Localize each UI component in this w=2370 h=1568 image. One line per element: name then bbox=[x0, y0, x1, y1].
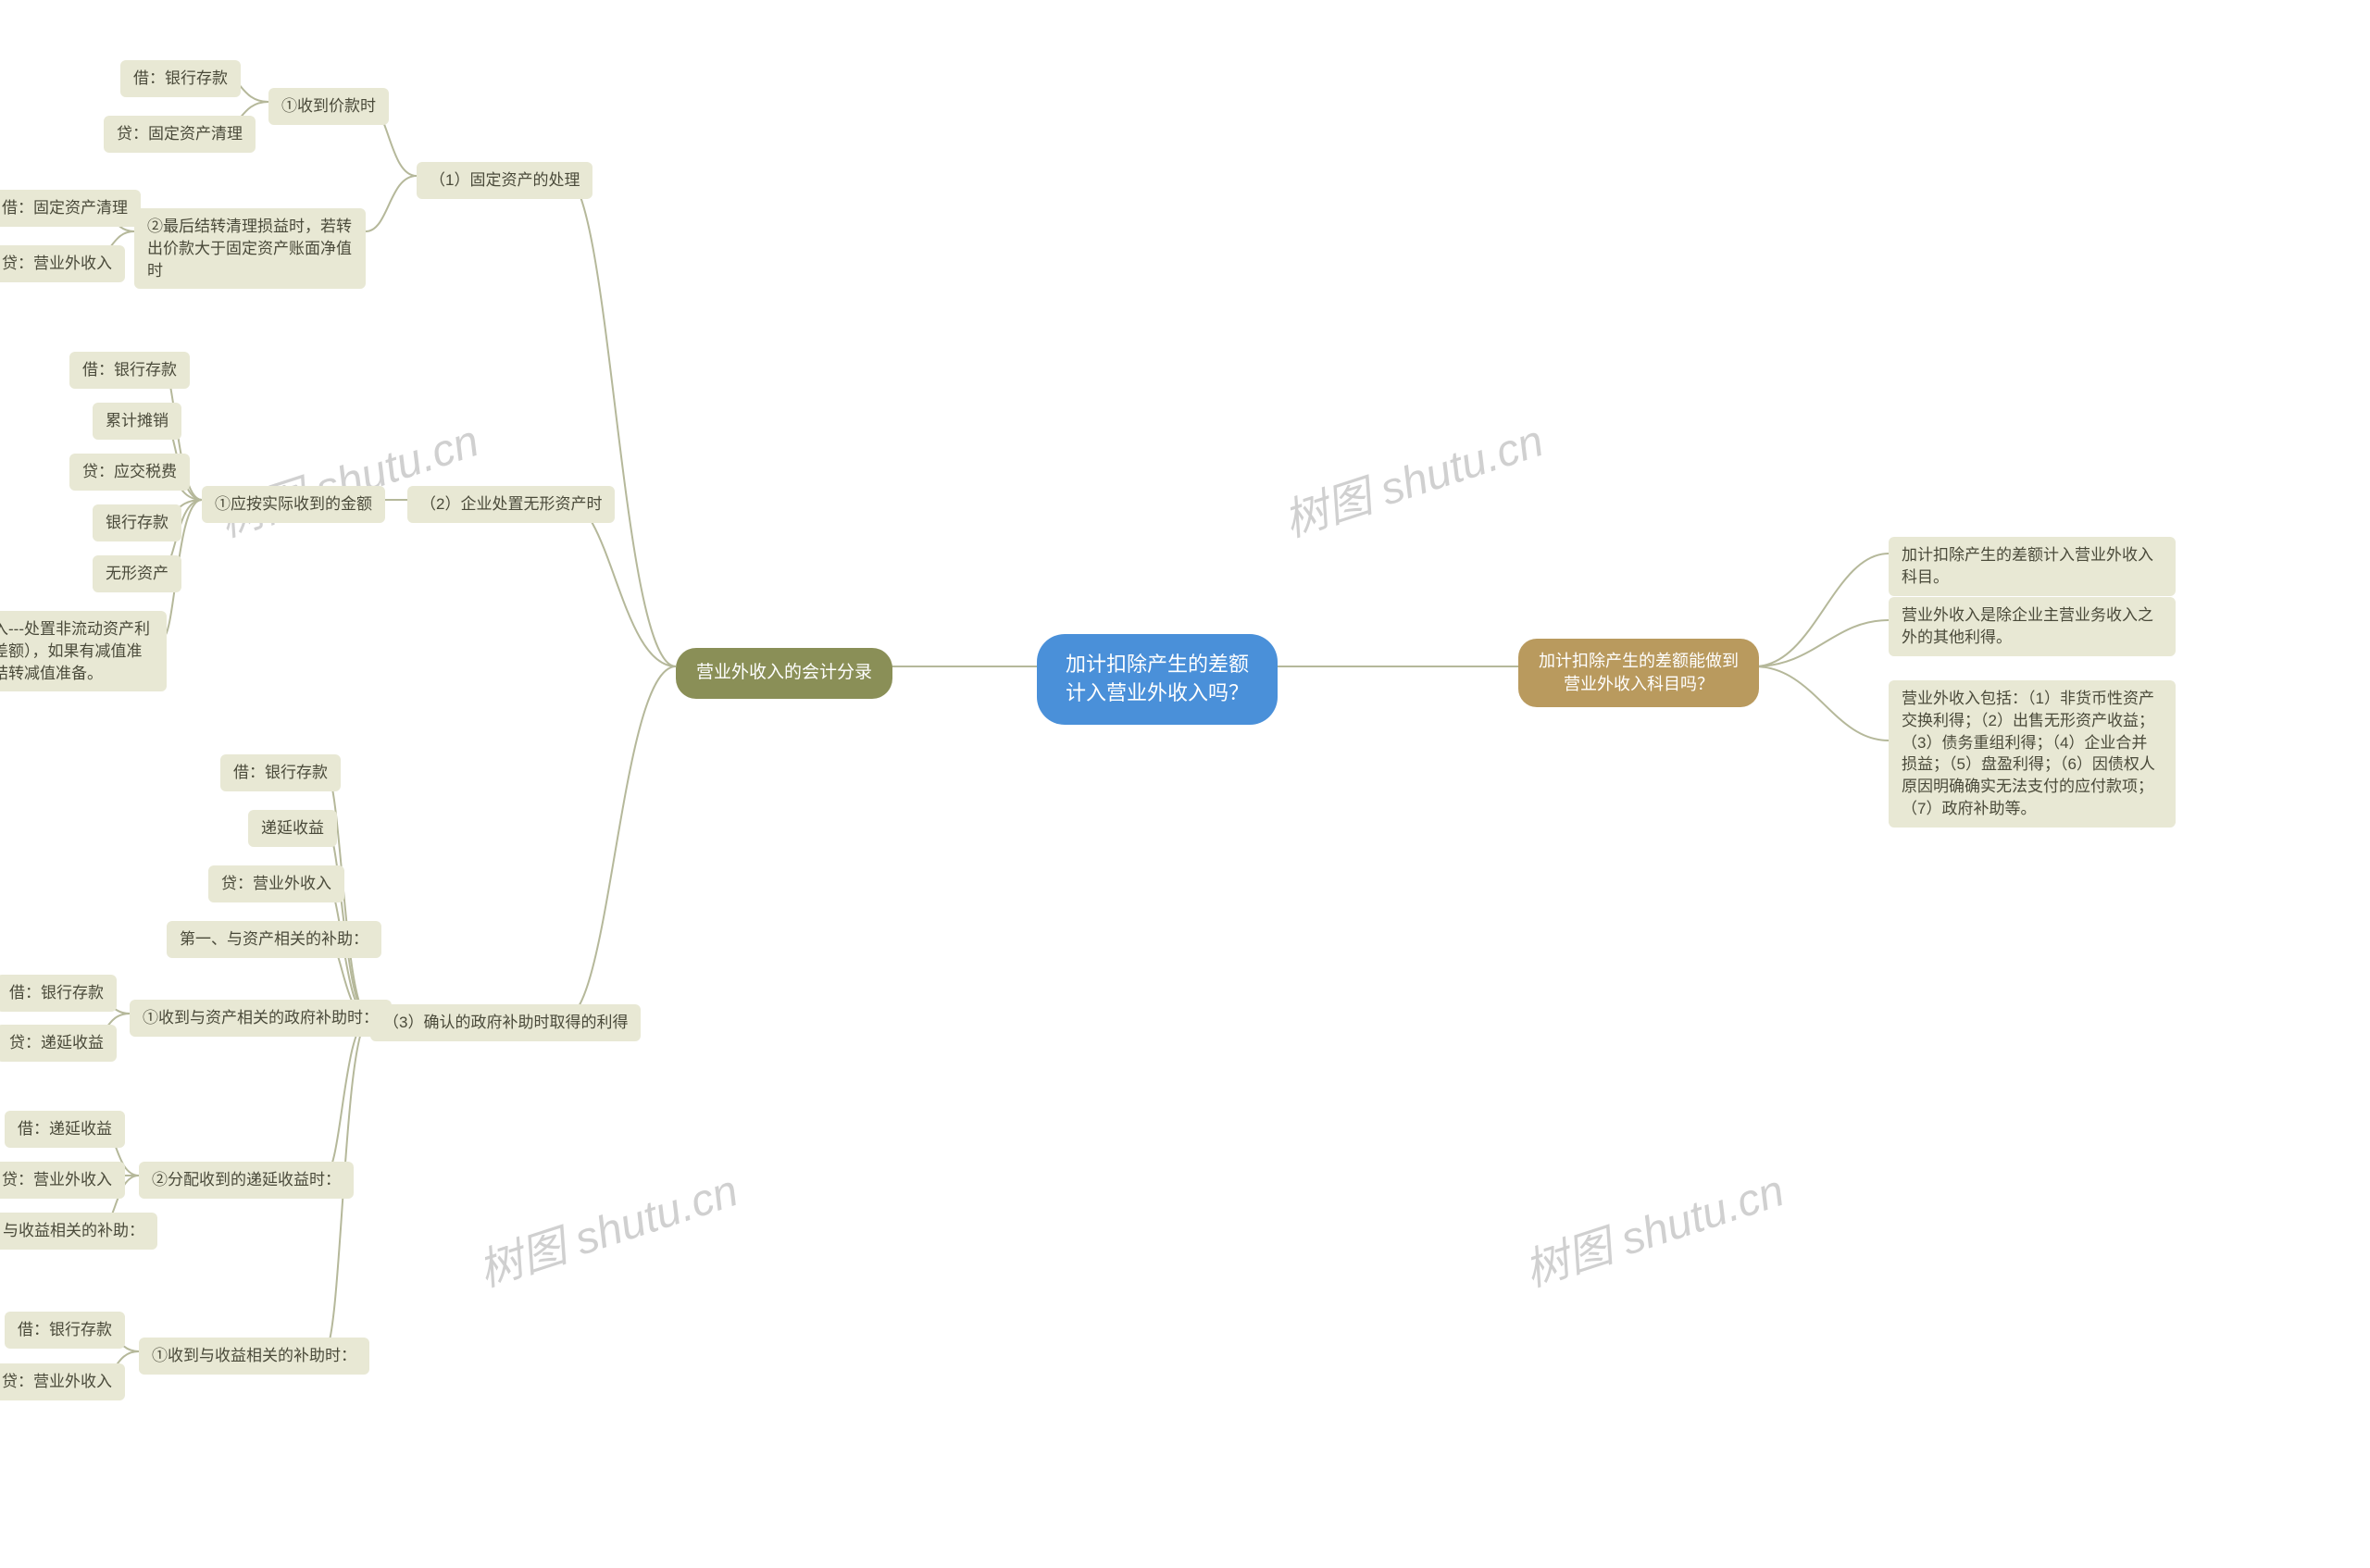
right-branch[interactable]: 加计扣除产生的差额能做到营业外收入科目吗？ bbox=[1518, 639, 1759, 707]
sub2-a-l5: 无形资产 bbox=[93, 555, 181, 592]
watermark: 树图 shutu.cn bbox=[1274, 404, 1550, 549]
watermark: 树图 shutu.cn bbox=[1515, 1154, 1790, 1299]
sub2-a-l1: 借：银行存款 bbox=[69, 352, 190, 389]
watermark: 树图 shutu.cn bbox=[468, 1154, 744, 1299]
sub3-a-l2: 贷：递延收益 bbox=[0, 1025, 117, 1062]
right-leaf-1: 营业外收入是除企业主营业务收入之外的其他利得。 bbox=[1889, 597, 2176, 656]
sub3-b-l1: 借：递延收益 bbox=[5, 1111, 125, 1148]
sub1-a[interactable]: ①收到价款时 bbox=[268, 88, 389, 125]
sub2-a-l2: 累计摊销 bbox=[93, 403, 181, 440]
sub3-c[interactable]: ①收到与收益相关的补助时： bbox=[139, 1338, 369, 1375]
sub3[interactable]: （3）确认的政府补助时取得的利得 bbox=[370, 1004, 641, 1041]
sub3-b[interactable]: ②分配收到的递延收益时： bbox=[139, 1162, 354, 1199]
sub3-c-l2: 贷：营业外收入 bbox=[0, 1363, 125, 1400]
sub1-a-l2: 贷：固定资产清理 bbox=[104, 116, 256, 153]
sub3-l4: 第一、与资产相关的补助： bbox=[167, 921, 381, 958]
sub1[interactable]: （1）固定资产的处理 bbox=[417, 162, 592, 199]
watermark: 树图 shutu.cn bbox=[209, 404, 485, 549]
root-node[interactable]: 加计扣除产生的差额计入营业外收入吗？ bbox=[1037, 634, 1278, 725]
sub1-b-l1: 借：固定资产清理 bbox=[0, 190, 141, 227]
sub2[interactable]: （2）企业处置无形资产时 bbox=[407, 486, 615, 523]
sub2-a-l3: 贷：应交税费 bbox=[69, 454, 190, 491]
sub2-a-l6: 营业外收入---处置非流动资产利得（贷方差额），如果有减值准备的，要结转减值准备… bbox=[0, 611, 167, 691]
right-leaf-0: 加计扣除产生的差额计入营业外收入科目。 bbox=[1889, 537, 2176, 596]
sub3-a[interactable]: ①收到与资产相关的政府补助时： bbox=[130, 1000, 392, 1037]
sub2-a[interactable]: ①应按实际收到的金额 bbox=[202, 486, 385, 523]
sub1-b-l2: 贷：营业外收入 bbox=[0, 245, 125, 282]
sub3-l1: 借：银行存款 bbox=[220, 754, 341, 791]
sub3-c-l1: 借：银行存款 bbox=[5, 1312, 125, 1349]
sub1-b[interactable]: ②最后结转清理损益时，若转出价款大于固定资产账面净值时 bbox=[134, 208, 366, 289]
sub3-a-l1: 借：银行存款 bbox=[0, 975, 117, 1012]
left-branch[interactable]: 营业外收入的会计分录 bbox=[676, 648, 892, 699]
sub3-b-l2: 贷：营业外收入 bbox=[0, 1162, 125, 1199]
right-leaf-2: 营业外收入包括：（1）非货币性资产交换利得；（2）出售无形资产收益；（3）债务重… bbox=[1889, 680, 2176, 828]
sub1-a-l1: 借：银行存款 bbox=[120, 60, 241, 97]
sub2-a-l4: 银行存款 bbox=[93, 504, 181, 541]
sub3-l2: 递延收益 bbox=[248, 810, 337, 847]
sub3-l3: 贷：营业外收入 bbox=[208, 865, 344, 902]
sub3-b-l3: 第二、与收益相关的补助： bbox=[0, 1213, 157, 1250]
